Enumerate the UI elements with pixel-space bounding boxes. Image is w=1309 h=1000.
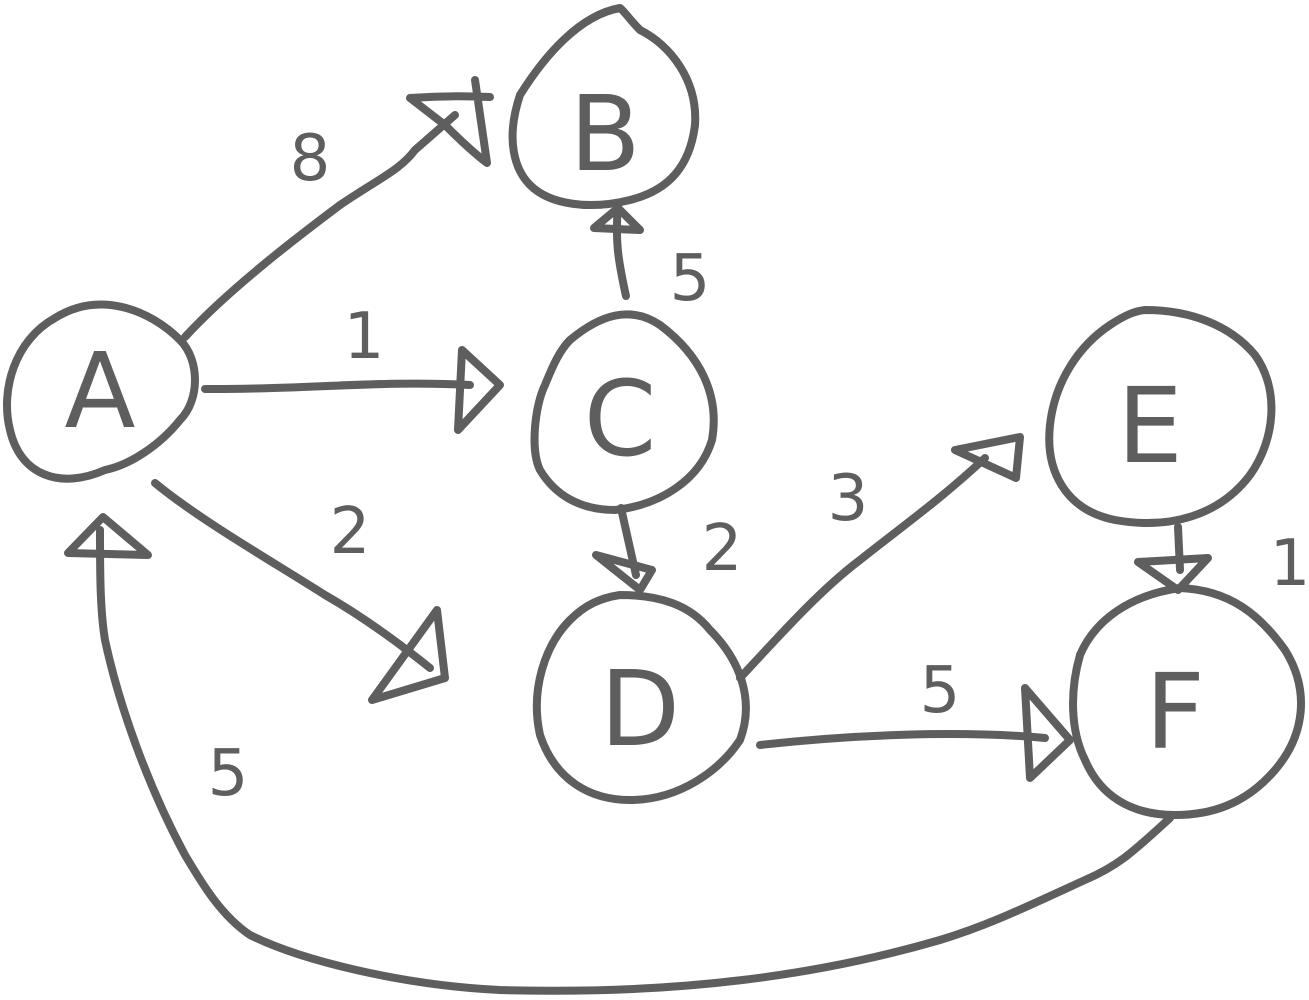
weight-d-f: 5 bbox=[920, 654, 961, 728]
edge-a-c bbox=[201, 379, 474, 394]
node-a: A bbox=[3, 300, 199, 483]
weights-layer: 8 1 2 5 2 3 5 1 5 bbox=[208, 122, 1309, 811]
node-c: C bbox=[530, 310, 718, 514]
arrowhead-a-c bbox=[454, 346, 504, 434]
node-e-circle bbox=[1045, 306, 1276, 527]
weight-a-d: 2 bbox=[330, 495, 371, 569]
weight-e-f: 1 bbox=[1270, 527, 1309, 601]
edge-d-e bbox=[736, 454, 989, 682]
node-b: B bbox=[508, 4, 700, 209]
weight-f-a: 5 bbox=[208, 737, 249, 811]
arrowhead-f-a bbox=[64, 513, 152, 559]
weight-a-b: 8 bbox=[290, 122, 331, 196]
edge-a-d bbox=[151, 479, 434, 672]
arrowhead-c-d bbox=[592, 551, 656, 594]
nodes-layer: A B C D E F bbox=[3, 4, 1305, 819]
weight-c-d: 2 bbox=[702, 512, 743, 586]
node-d: D bbox=[532, 591, 750, 804]
node-a-circle bbox=[3, 300, 199, 483]
arrowhead-c-b bbox=[590, 204, 644, 234]
node-d-circle bbox=[532, 591, 750, 804]
edge-a-b bbox=[181, 111, 459, 341]
edges-layer bbox=[64, 76, 1212, 995]
edge-d-f bbox=[756, 730, 1049, 749]
weight-c-b: 5 bbox=[670, 242, 711, 316]
node-d-label: D bbox=[600, 648, 680, 770]
node-e: E bbox=[1045, 306, 1276, 527]
arrowhead-a-d bbox=[368, 606, 449, 704]
weight-a-c: 1 bbox=[344, 300, 385, 374]
node-f-circle bbox=[1069, 584, 1305, 819]
edge-c-b bbox=[612, 201, 630, 300]
arrowhead-d-f bbox=[1021, 684, 1074, 782]
node-c-circle bbox=[530, 310, 718, 514]
node-a-label: A bbox=[64, 330, 135, 452]
node-b-label: B bbox=[569, 73, 640, 195]
node-f: F bbox=[1069, 584, 1305, 819]
arrowhead-d-e bbox=[951, 433, 1024, 482]
arrowhead-a-b bbox=[406, 76, 494, 167]
node-b-circle bbox=[508, 4, 700, 209]
edge-f-a bbox=[96, 526, 1174, 995]
node-e-label: E bbox=[1117, 365, 1183, 487]
weight-d-e: 3 bbox=[828, 462, 869, 536]
node-c-label: C bbox=[584, 358, 657, 480]
node-f-label: F bbox=[1145, 651, 1205, 773]
arrowhead-e-f bbox=[1134, 554, 1212, 594]
